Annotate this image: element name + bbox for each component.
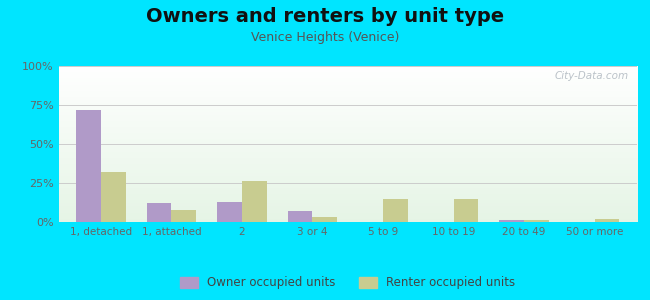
Bar	[147, 203, 172, 222]
Bar	[217, 202, 242, 222]
Legend: Owner occupied units, Renter occupied units: Owner occupied units, Renter occupied un…	[176, 272, 520, 294]
Text: Owners and renters by unit type: Owners and renters by unit type	[146, 8, 504, 26]
Bar	[172, 209, 196, 222]
Bar	[595, 219, 619, 222]
Text: Venice Heights (Venice): Venice Heights (Venice)	[251, 32, 399, 44]
Bar	[313, 217, 337, 222]
Bar	[76, 110, 101, 222]
Text: City-Data.com: City-Data.com	[554, 71, 629, 81]
Bar	[242, 182, 266, 222]
Bar	[454, 199, 478, 222]
Bar	[524, 220, 549, 222]
Bar	[383, 199, 408, 222]
Bar	[499, 220, 524, 222]
Bar	[101, 172, 125, 222]
Bar	[288, 211, 313, 222]
